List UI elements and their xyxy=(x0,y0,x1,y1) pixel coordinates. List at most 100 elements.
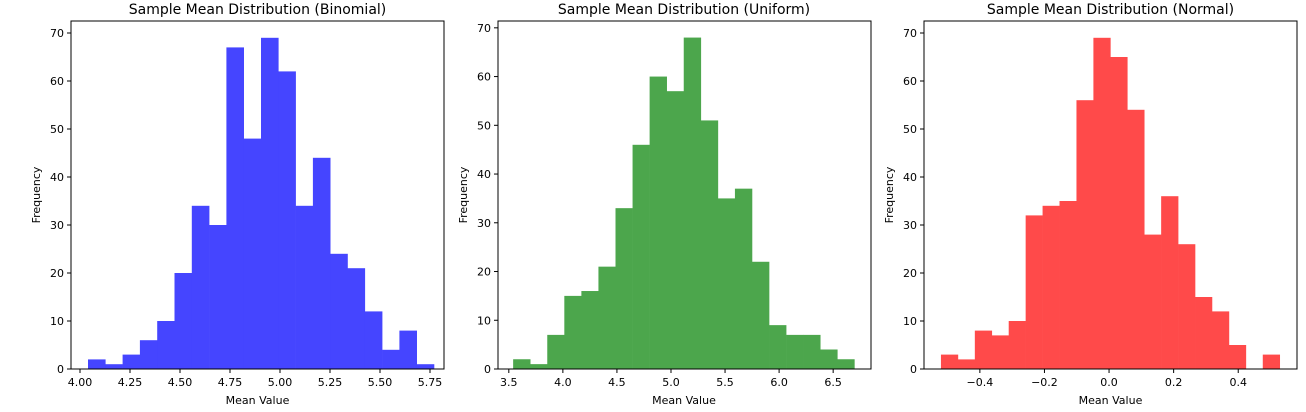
histogram-bar xyxy=(683,37,702,369)
x-tick-label: 0.4 xyxy=(1229,376,1247,389)
histogram-bar xyxy=(191,205,210,369)
histogram-bar xyxy=(598,266,616,369)
x-tick-label: 4.50 xyxy=(168,376,193,389)
bars xyxy=(940,37,1281,370)
histogram-bar xyxy=(769,325,787,369)
y-tick-label: 20 xyxy=(903,267,917,280)
histogram-bar xyxy=(837,359,855,369)
x-tick-label: 5.25 xyxy=(318,376,343,389)
histogram-bar xyxy=(803,334,821,369)
histogram-bar xyxy=(105,364,123,369)
x-tick-label: 4.00 xyxy=(68,376,93,389)
bars xyxy=(88,37,435,370)
chart-title: Sample Mean Distribution (Normal) xyxy=(987,2,1234,18)
y-tick-label: 30 xyxy=(477,217,491,230)
histogram-bar xyxy=(364,311,383,369)
y-tick-label: 70 xyxy=(903,27,917,40)
plot-frame xyxy=(70,20,445,370)
normal-histogram-panel: Sample Mean Distribution (Normal) Mean V… xyxy=(883,2,1298,407)
x-axis-label: Mean Value xyxy=(1079,394,1143,407)
y-tick-label: 20 xyxy=(50,267,64,280)
x-tick-label: 6.0 xyxy=(770,376,788,389)
histogram-bar xyxy=(209,225,227,369)
y-tick-label: 50 xyxy=(50,123,64,136)
histogram-bar xyxy=(261,37,279,370)
histogram-bar xyxy=(530,364,548,369)
histogram-bar xyxy=(547,334,565,369)
x-axis-label: Mean Value xyxy=(226,394,290,407)
y-tick-label: 60 xyxy=(477,71,491,84)
x-tick-label: 6.5 xyxy=(824,376,842,389)
x-tick-label: 0.2 xyxy=(1165,376,1183,389)
histogram-bar xyxy=(1262,354,1281,369)
x-tick-label: 4.5 xyxy=(608,376,626,389)
histogram-bar xyxy=(243,138,262,369)
y-tick-label: 60 xyxy=(903,75,917,88)
bars xyxy=(513,37,855,370)
histogram-bar xyxy=(1008,321,1026,369)
histogram-bar xyxy=(1178,244,1196,369)
y-tick-label: 0 xyxy=(910,363,917,376)
y-tick-label: 0 xyxy=(484,363,491,376)
y-tick-label: 0 xyxy=(57,363,64,376)
x-tick-label: 5.75 xyxy=(418,376,443,389)
histogram-bar xyxy=(957,359,976,369)
y-tick-label: 30 xyxy=(903,219,917,232)
histogram-bar xyxy=(1076,100,1094,369)
histogram-bar xyxy=(416,364,435,369)
histogram-bar xyxy=(226,47,244,370)
histogram-bar xyxy=(1144,234,1162,369)
x-tick-label: 5.50 xyxy=(368,376,393,389)
histogram-bar xyxy=(399,330,417,369)
x-tick-label: 4.25 xyxy=(118,376,143,389)
y-tick-label: 70 xyxy=(477,22,491,35)
y-tick-label: 20 xyxy=(477,266,491,279)
histogram-bar xyxy=(278,71,296,370)
plot-frame xyxy=(497,20,872,370)
histogram-bar xyxy=(1161,196,1179,369)
histogram-bar xyxy=(991,335,1010,369)
histogram-bar xyxy=(751,261,770,369)
histogram-bar xyxy=(1110,57,1128,369)
binomial-histogram-panel: Sample Mean Distribution (Binomial) Mean… xyxy=(30,2,445,407)
uniform-histogram-panel: Sample Mean Distribution (Uniform) Mean … xyxy=(457,2,872,407)
histogram-bar xyxy=(974,330,993,369)
histogram-bar xyxy=(382,349,400,369)
histogram-bar xyxy=(1093,37,1111,370)
histogram-bar xyxy=(139,340,158,369)
histogram-bar xyxy=(734,188,753,369)
y-tick-label: 40 xyxy=(903,171,917,184)
histogram-bar xyxy=(295,205,314,369)
x-tick-label: 5.00 xyxy=(268,376,293,389)
x-tick-label: −0.4 xyxy=(967,376,994,389)
x-tick-label: 5.5 xyxy=(716,376,734,389)
chart-title: Sample Mean Distribution (Binomial) xyxy=(129,2,387,18)
histogram-bar xyxy=(717,198,736,369)
x-axis-label: Mean Value xyxy=(652,394,716,407)
histogram-bar xyxy=(122,354,141,369)
y-tick-label: 50 xyxy=(903,123,917,136)
x-tick-label: 5.0 xyxy=(662,376,680,389)
y-tick-label: 10 xyxy=(477,314,491,327)
histogram-bar xyxy=(632,144,650,369)
histogram-bar xyxy=(581,291,599,369)
histogram-bar xyxy=(312,157,331,369)
y-tick-label: 50 xyxy=(477,119,491,132)
x-tick-label: 3.5 xyxy=(500,376,518,389)
x-tick-label: −0.2 xyxy=(1031,376,1058,389)
histogram-bar xyxy=(564,295,582,369)
histogram-bar xyxy=(330,253,348,369)
histogram-bar xyxy=(820,349,838,369)
histogram-bar xyxy=(940,354,959,369)
x-tick-label: 4.75 xyxy=(218,376,243,389)
histogram-bar xyxy=(786,334,804,369)
histogram-bar xyxy=(174,273,193,369)
histogram-bar xyxy=(1059,201,1077,369)
y-axis-label: Frequency xyxy=(457,166,470,223)
histogram-bar xyxy=(666,91,685,370)
y-axis-label: Frequency xyxy=(883,166,896,223)
y-tick-label: 30 xyxy=(50,219,64,232)
y-axis-label: Frequency xyxy=(30,166,43,223)
y-tick-label: 10 xyxy=(50,315,64,328)
